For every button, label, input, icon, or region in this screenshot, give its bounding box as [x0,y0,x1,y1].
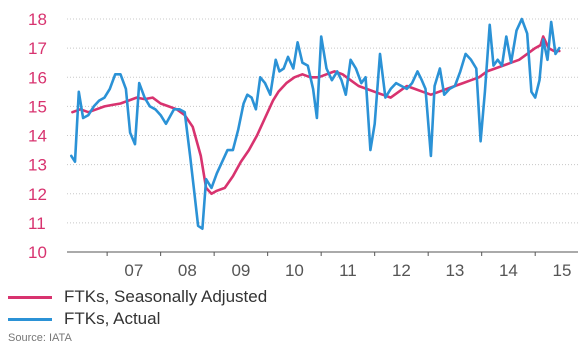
x-tick-label-09: 09 [231,261,250,280]
legend-swatch-actual [8,317,52,321]
legend-label-actual: FTKs, Actual [64,309,161,328]
y-tick-label-11: 11 [28,214,46,233]
x-tick-label-07: 07 [124,261,143,280]
x-tick-label-08: 08 [178,261,197,280]
x-tick-label-14: 14 [499,261,518,280]
legend-item-actual: FTKs, Actual [8,308,267,330]
x-axis [67,251,578,256]
y-axis-tick-labels: 10 11 12 13 14 15 16 17 18 [28,10,47,262]
x-tick-label-10: 10 [285,261,304,280]
legend-label-seasonally-adjusted: FTKs, Seasonally Adjusted [64,287,268,306]
y-tick-label-13: 13 [28,156,47,175]
source-note: Source: IATA [8,332,72,344]
y-tick-label-12: 12 [28,185,47,204]
legend: FTKs, Seasonally Adjusted FTKs, Actual [8,286,267,330]
series-line-actual [70,17,561,230]
y-tick-label-15: 15 [28,97,47,116]
y-tick-label-16: 16 [28,68,47,87]
ftk-line-chart: 10 11 12 13 14 15 16 17 18 07 08 09 10 11 12 13 14 15 [28,10,578,280]
y-tick-label-18: 18 [28,10,47,29]
y-tick-label-10: 10 [28,243,47,262]
legend-swatch-seasonally-adjusted [8,295,52,299]
y-tick-label-14: 14 [28,127,47,146]
x-axis-tick-labels: 07 08 09 10 11 12 13 14 15 [124,261,571,280]
legend-item-seasonally-adjusted: FTKs, Seasonally Adjusted [8,286,267,308]
x-tick-label-13: 13 [445,261,464,280]
data-series [70,17,561,230]
x-tick-label-15: 15 [552,261,571,280]
x-tick-label-11: 11 [339,261,357,280]
y-tick-label-17: 17 [28,39,47,58]
x-tick-label-12: 12 [392,261,411,280]
